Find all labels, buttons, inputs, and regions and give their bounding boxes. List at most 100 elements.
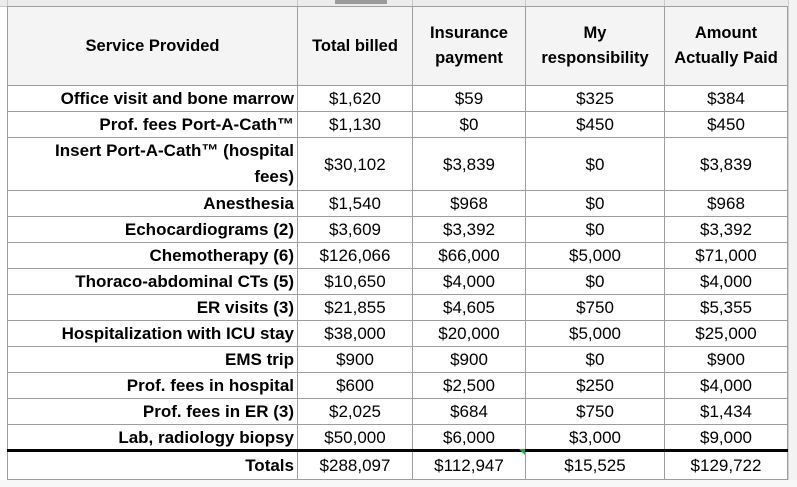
header-insurance-payment[interactable]: Insurance payment xyxy=(412,6,526,86)
totals-insurance-payment[interactable]: $112,947 xyxy=(412,449,526,480)
cell-insurance-payment[interactable]: $59 xyxy=(412,85,526,112)
cell-service[interactable]: Anesthesia xyxy=(7,190,298,217)
cell-insurance-payment[interactable]: $3,392 xyxy=(412,216,526,243)
cell-amount-paid[interactable]: $1,434 xyxy=(664,398,788,425)
scrollbar-gutter[interactable] xyxy=(788,0,797,487)
table-row: ER visits (3) $21,855 $4,605 $750 $5,355 xyxy=(7,294,788,321)
cell-my-responsibility[interactable]: $250 xyxy=(525,372,665,399)
cell-service[interactable]: Thoraco-abdominal CTs (5) xyxy=(7,268,298,295)
empty-row-area xyxy=(0,480,797,487)
cell-insurance-payment[interactable]: $3,839 xyxy=(412,137,526,191)
cell-amount-paid[interactable]: $4,000 xyxy=(664,268,788,295)
cell-my-responsibility[interactable]: $0 xyxy=(525,346,665,373)
table-row: Prof. fees in ER (3) $2,025 $684 $750 $1… xyxy=(7,398,788,425)
cell-service[interactable]: Insert Port-A-Cath™ (hospital fees) xyxy=(7,137,298,191)
selected-column-indicator xyxy=(335,0,387,4)
header-total-billed[interactable]: Total billed xyxy=(297,6,413,86)
cell-insurance-payment[interactable]: $4,605 xyxy=(412,294,526,321)
table-row: Insert Port-A-Cath™ (hospital fees) $30,… xyxy=(7,137,788,191)
header-amount-paid[interactable]: Amount Actually Paid xyxy=(664,6,788,86)
cell-total-billed[interactable]: $10,650 xyxy=(297,268,413,295)
cell-service[interactable]: Hospitalization with ICU stay xyxy=(7,320,298,347)
cell-my-responsibility[interactable]: $0 xyxy=(525,268,665,295)
totals-amount-paid[interactable]: $129,722 xyxy=(664,449,788,480)
cell-total-billed[interactable]: $50,000 xyxy=(297,424,413,451)
cell-amount-paid[interactable]: $4,000 xyxy=(664,372,788,399)
cell-amount-paid[interactable]: $968 xyxy=(664,190,788,217)
cell-amount-paid[interactable]: $9,000 xyxy=(664,424,788,451)
cell-comment-marker[interactable] xyxy=(519,449,525,455)
cell-service[interactable]: ER visits (3) xyxy=(7,294,298,321)
table-row: Hospitalization with ICU stay $38,000 $2… xyxy=(7,320,788,347)
cell-amount-paid[interactable]: $71,000 xyxy=(664,242,788,269)
cell-amount-paid[interactable]: $25,000 xyxy=(664,320,788,347)
cell-insurance-payment[interactable]: $66,000 xyxy=(412,242,526,269)
cell-insurance-payment[interactable]: $900 xyxy=(412,346,526,373)
cell-my-responsibility[interactable]: $5,000 xyxy=(525,242,665,269)
column-divider xyxy=(525,0,526,6)
cell-total-billed[interactable]: $600 xyxy=(297,372,413,399)
cell-insurance-payment[interactable]: $2,500 xyxy=(412,372,526,399)
totals-label[interactable]: Totals xyxy=(7,449,298,480)
billing-spreadsheet: Service Provided Total billed Insurance … xyxy=(7,6,788,480)
cell-my-responsibility[interactable]: $0 xyxy=(525,216,665,243)
cell-amount-paid[interactable]: $384 xyxy=(664,85,788,112)
cell-service[interactable]: Office visit and bone marrow xyxy=(7,85,298,112)
totals-total-billed[interactable]: $288,097 xyxy=(297,449,413,480)
cell-amount-paid[interactable]: $900 xyxy=(664,346,788,373)
cell-amount-paid[interactable]: $3,839 xyxy=(664,137,788,191)
cell-insurance-payment[interactable]: $684 xyxy=(412,398,526,425)
cell-service[interactable]: Lab, radiology biopsy xyxy=(7,424,298,451)
header-row: Service Provided Total billed Insurance … xyxy=(7,6,788,86)
cell-amount-paid[interactable]: $5,355 xyxy=(664,294,788,321)
cell-my-responsibility[interactable]: $750 xyxy=(525,294,665,321)
cell-my-responsibility[interactable]: $5,000 xyxy=(525,320,665,347)
cell-insurance-payment[interactable]: $968 xyxy=(412,190,526,217)
cell-total-billed[interactable]: $3,609 xyxy=(297,216,413,243)
table-row: EMS trip $900 $900 $0 $900 xyxy=(7,346,788,373)
table-row: Thoraco-abdominal CTs (5) $10,650 $4,000… xyxy=(7,268,788,295)
cell-total-billed[interactable]: $126,066 xyxy=(297,242,413,269)
cell-service[interactable]: Chemotherapy (6) xyxy=(7,242,298,269)
cell-service[interactable]: Prof. fees in ER (3) xyxy=(7,398,298,425)
column-divider xyxy=(297,0,298,6)
cell-service[interactable]: Prof. fees Port-A-Cath™ xyxy=(7,111,298,138)
cell-total-billed[interactable]: $900 xyxy=(297,346,413,373)
header-my-responsibility[interactable]: My responsibility xyxy=(525,6,665,86)
cell-amount-paid[interactable]: $3,392 xyxy=(664,216,788,243)
totals-my-responsibility[interactable]: $15,525 xyxy=(525,449,665,480)
totals-row: Totals $288,097 $112,947 $15,525 $129,72… xyxy=(7,449,788,480)
table-row: Office visit and bone marrow $1,620 $59 … xyxy=(7,85,788,112)
column-divider xyxy=(7,0,8,6)
cell-total-billed[interactable]: $1,130 xyxy=(297,111,413,138)
cell-insurance-payment[interactable]: $0 xyxy=(412,111,526,138)
cell-total-billed[interactable]: $21,855 xyxy=(297,294,413,321)
cell-service[interactable]: Echocardiograms (2) xyxy=(7,216,298,243)
cell-my-responsibility[interactable]: $0 xyxy=(525,190,665,217)
cell-my-responsibility[interactable]: $3,000 xyxy=(525,424,665,451)
cell-total-billed[interactable]: $2,025 xyxy=(297,398,413,425)
table-row: Echocardiograms (2) $3,609 $3,392 $0 $3,… xyxy=(7,216,788,243)
cell-service[interactable]: Prof. fees in hospital xyxy=(7,372,298,399)
cell-service[interactable]: EMS trip xyxy=(7,346,298,373)
header-service-provided[interactable]: Service Provided xyxy=(7,6,298,86)
cell-total-billed[interactable]: $38,000 xyxy=(297,320,413,347)
table-row: Anesthesia $1,540 $968 $0 $968 xyxy=(7,190,788,217)
cell-my-responsibility[interactable]: $450 xyxy=(525,111,665,138)
cell-insurance-payment[interactable]: $20,000 xyxy=(412,320,526,347)
table-row: Prof. fees Port-A-Cath™ $1,130 $0 $450 $… xyxy=(7,111,788,138)
cell-my-responsibility[interactable]: $325 xyxy=(525,85,665,112)
cell-amount-paid[interactable]: $450 xyxy=(664,111,788,138)
cell-total-billed[interactable]: $1,540 xyxy=(297,190,413,217)
column-divider xyxy=(664,0,665,6)
cell-total-billed[interactable]: $1,620 xyxy=(297,85,413,112)
column-divider xyxy=(412,0,413,6)
table-row: Prof. fees in hospital $600 $2,500 $250 … xyxy=(7,372,788,399)
table-row: Chemotherapy (6) $126,066 $66,000 $5,000… xyxy=(7,242,788,269)
cell-my-responsibility[interactable]: $0 xyxy=(525,137,665,191)
cell-my-responsibility[interactable]: $750 xyxy=(525,398,665,425)
cell-insurance-payment[interactable]: $6,000 xyxy=(412,424,526,451)
cell-total-billed[interactable]: $30,102 xyxy=(297,137,413,191)
cell-insurance-payment[interactable]: $4,000 xyxy=(412,268,526,295)
table-row: Lab, radiology biopsy $50,000 $6,000 $3,… xyxy=(7,424,788,451)
